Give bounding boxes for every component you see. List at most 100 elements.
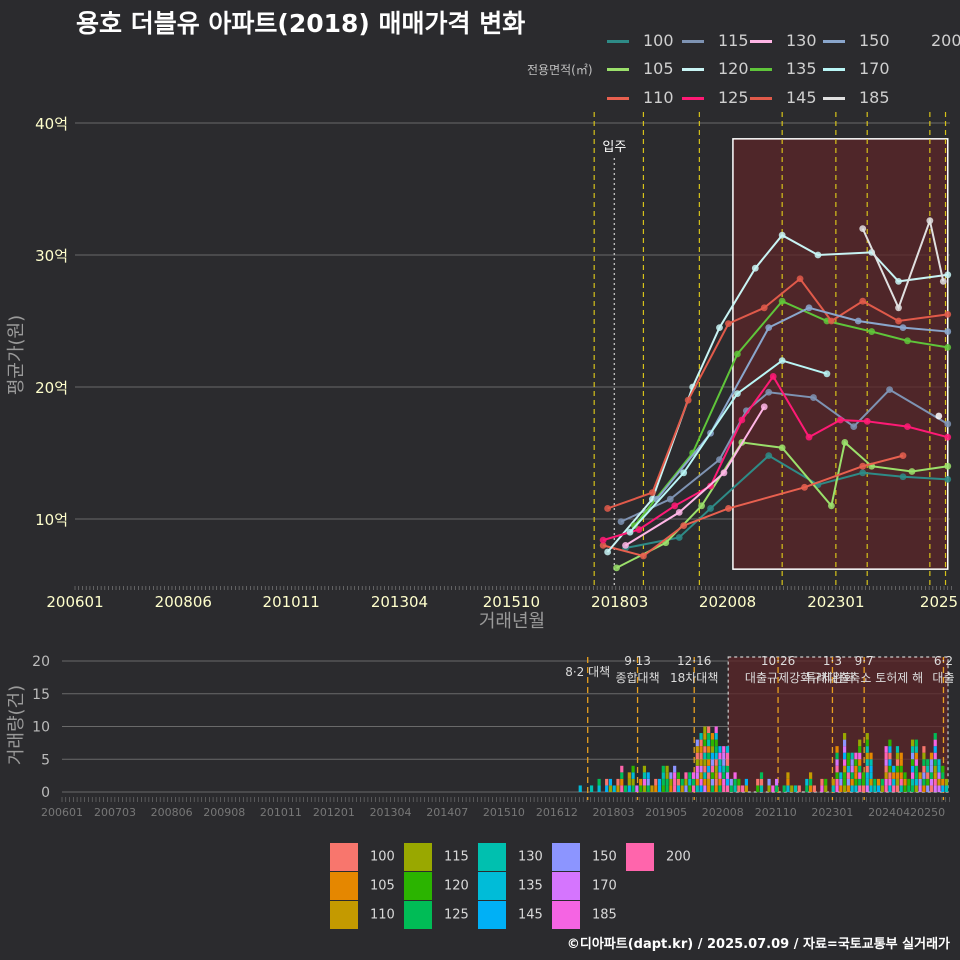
volume-bar-segment xyxy=(642,778,647,786)
volume-bar-segment xyxy=(835,772,839,779)
volume-bar-segment xyxy=(899,765,903,773)
policy-label: 대출 xyxy=(932,671,954,685)
data-point-135 xyxy=(944,344,952,351)
volume-bar-segment xyxy=(914,765,918,773)
volume-bar-segment xyxy=(722,765,726,773)
legend-label: 130 xyxy=(786,31,817,50)
legend-label: 135 xyxy=(786,59,817,78)
volume-bar-segment xyxy=(922,785,926,792)
volume-bar-segment xyxy=(865,759,869,766)
volume-bar-segment xyxy=(691,785,696,792)
volume-bar-segment xyxy=(929,772,934,779)
data-point-185 xyxy=(939,278,947,285)
bar-legend-label: 120 xyxy=(444,878,469,894)
bar-legend-label: 130 xyxy=(518,849,543,865)
data-point-110 xyxy=(859,462,867,470)
volume-bar-segment xyxy=(843,752,847,760)
volume-bar-segment xyxy=(639,785,643,792)
volume-bar-segment xyxy=(869,752,873,760)
bar-legend-swatch xyxy=(552,872,580,900)
bar-x-tick-label: 201510 xyxy=(483,806,525,819)
data-point-125 xyxy=(836,416,844,424)
volume-bar-segment xyxy=(725,752,730,760)
data-point-145 xyxy=(796,275,804,283)
data-point-100 xyxy=(675,534,683,541)
volume-bar-segment xyxy=(680,778,684,786)
x-tick-label: 202301 xyxy=(807,593,864,611)
legend-swatch xyxy=(823,40,845,43)
volume-bar-segment xyxy=(865,733,869,740)
volume-bar-segment xyxy=(620,772,624,779)
volume-bar-segment xyxy=(725,746,730,753)
volume-bar-segment xyxy=(669,785,673,792)
volume-bar-segment xyxy=(661,765,665,773)
volume-bar-segment xyxy=(710,752,715,760)
volume-bar-segment xyxy=(786,772,790,779)
series-line-100 xyxy=(625,454,948,550)
volume-bar-segment xyxy=(631,785,635,792)
data-point-125 xyxy=(635,526,643,533)
bar-legend-label: 135 xyxy=(518,878,543,894)
data-point-130 xyxy=(622,542,629,549)
volume-bar-segment xyxy=(775,785,779,792)
volume-bar-segment xyxy=(884,759,888,766)
volume-bar-segment xyxy=(858,765,862,773)
data-point-145 xyxy=(604,505,612,512)
volume-bar-segment xyxy=(865,746,869,753)
volume-bar-segment xyxy=(839,778,843,786)
volume-bar-segment xyxy=(710,739,715,747)
volume-bar-segment xyxy=(918,772,922,779)
volume-bar-segment xyxy=(926,772,930,779)
bar-y-tick-label: 0 xyxy=(41,785,50,801)
volume-bar-segment xyxy=(865,772,869,779)
volume-bar-segment xyxy=(850,759,854,766)
volume-bar-segment xyxy=(937,765,941,773)
volume-bar-segment xyxy=(699,778,703,786)
volume-bar-segment xyxy=(820,785,824,792)
top-legend: 전용면적(㎡) 100 105 110 115 120 125 130 135 145 150 17… xyxy=(0,0,960,120)
legend-label: 105 xyxy=(643,59,674,78)
bar-legend-item-150: 150 xyxy=(552,843,617,871)
volume-bar-segment xyxy=(661,772,665,779)
volume-bar-segment xyxy=(714,778,718,786)
data-point-110 xyxy=(899,452,907,460)
legend-swatch xyxy=(607,68,629,71)
data-point-125 xyxy=(805,433,813,441)
y-axis-title: 평균가(원) xyxy=(6,315,27,395)
footer-credit: ©디아파트(dapt.kr) / 2025.07.09 / 자료=국토교통부 실… xyxy=(566,937,950,952)
policy-label: 9·13 xyxy=(624,654,651,668)
policy-label: 12·16 xyxy=(677,654,711,668)
data-point-135 xyxy=(868,328,876,335)
volume-bar-segment xyxy=(895,759,900,766)
volume-bar-segment xyxy=(688,785,692,792)
volume-bar-segment xyxy=(657,778,662,786)
volume-bar-segment xyxy=(933,778,937,786)
bar-legend-item-170: 170 xyxy=(552,872,617,900)
legend-swatch xyxy=(607,97,629,100)
volume-bar-segment xyxy=(929,759,934,766)
data-point-170 xyxy=(626,528,634,536)
bar-legend-item-125: 125 xyxy=(404,901,469,929)
volume-bar-segment xyxy=(926,785,930,792)
volume-bar-segment xyxy=(854,765,858,773)
volume-bar-segment xyxy=(665,778,669,786)
data-point-145 xyxy=(895,317,902,325)
volume-bar-segment xyxy=(926,759,930,766)
legend-label: 100 xyxy=(643,31,674,50)
data-point-120 xyxy=(751,264,759,272)
volume-bar-segment xyxy=(793,785,798,792)
bar-x-tick-label: 200601 xyxy=(41,806,83,819)
volume-bar-segment xyxy=(718,759,722,766)
volume-bar-segment xyxy=(910,752,915,760)
volume-bar-segment xyxy=(699,759,703,766)
volume-bar-segment xyxy=(703,759,707,766)
volume-bar-segment xyxy=(846,765,850,773)
volume-bar-segment xyxy=(895,772,900,779)
volume-bar-segment xyxy=(858,759,862,766)
volume-bar-segment xyxy=(737,778,741,786)
volume-bar-segment xyxy=(673,772,677,779)
data-point-120 xyxy=(604,548,612,556)
volume-bar-segment xyxy=(899,778,903,786)
policy-label: 1·3 xyxy=(823,654,842,668)
volume-bar-segment xyxy=(703,785,707,792)
